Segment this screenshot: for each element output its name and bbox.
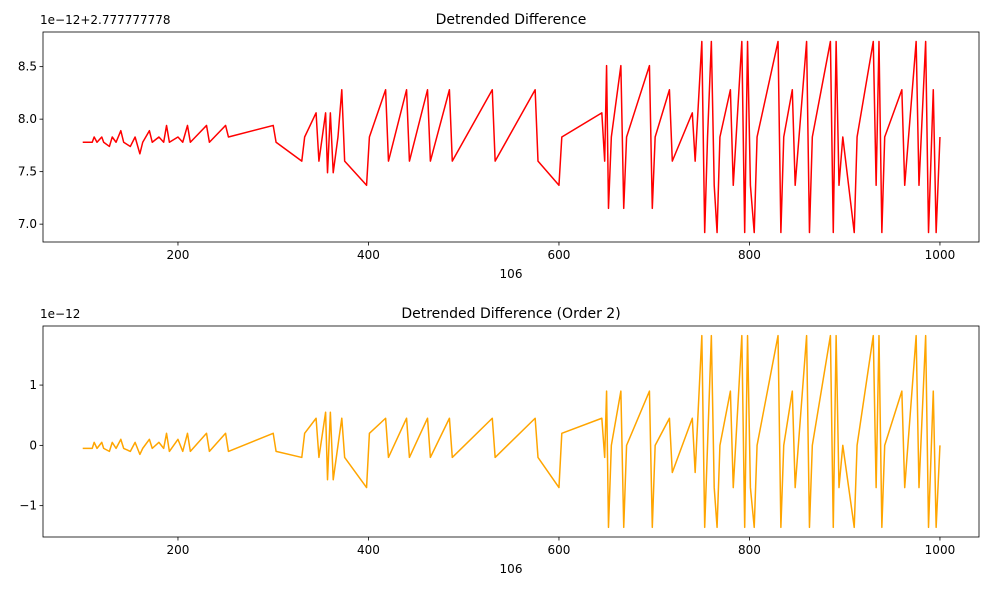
x-tick-label: 600 (548, 248, 571, 262)
x-tick-label: 800 (738, 543, 761, 557)
x-tick-label: 1000 (925, 543, 956, 557)
axes-frame (42, 325, 980, 538)
x-tick-label: 200 (167, 248, 190, 262)
y-tick-label: 1 (29, 378, 37, 392)
chart-title: Detrended Difference (Order 2) (401, 306, 620, 322)
x-tick-label: 1000 (925, 248, 956, 262)
chart-title: Detrended Difference (436, 12, 587, 28)
offset-text: 1e−12 (40, 307, 80, 321)
x-axis-label: 106 (500, 562, 523, 576)
y-tick-label: −1 (19, 499, 37, 513)
y-tick-label: 7.5 (18, 165, 37, 179)
y-tick-label: 0 (29, 438, 37, 452)
x-tick-label: 800 (738, 248, 761, 262)
x-tick-label: 200 (167, 543, 190, 557)
x-axis-label: 106 (500, 267, 523, 281)
data-line (82, 334, 941, 529)
y-tick-label: 8.0 (18, 112, 37, 126)
y-tick-label: 7.0 (18, 217, 37, 231)
data-line (82, 40, 941, 234)
axes-frame (42, 31, 980, 243)
y-tick-label: 8.5 (18, 60, 37, 74)
x-tick-label: 400 (357, 248, 380, 262)
offset-text: 1e−12+2.777777778 (40, 13, 171, 27)
x-tick-label: 400 (357, 543, 380, 557)
x-tick-label: 600 (548, 543, 571, 557)
